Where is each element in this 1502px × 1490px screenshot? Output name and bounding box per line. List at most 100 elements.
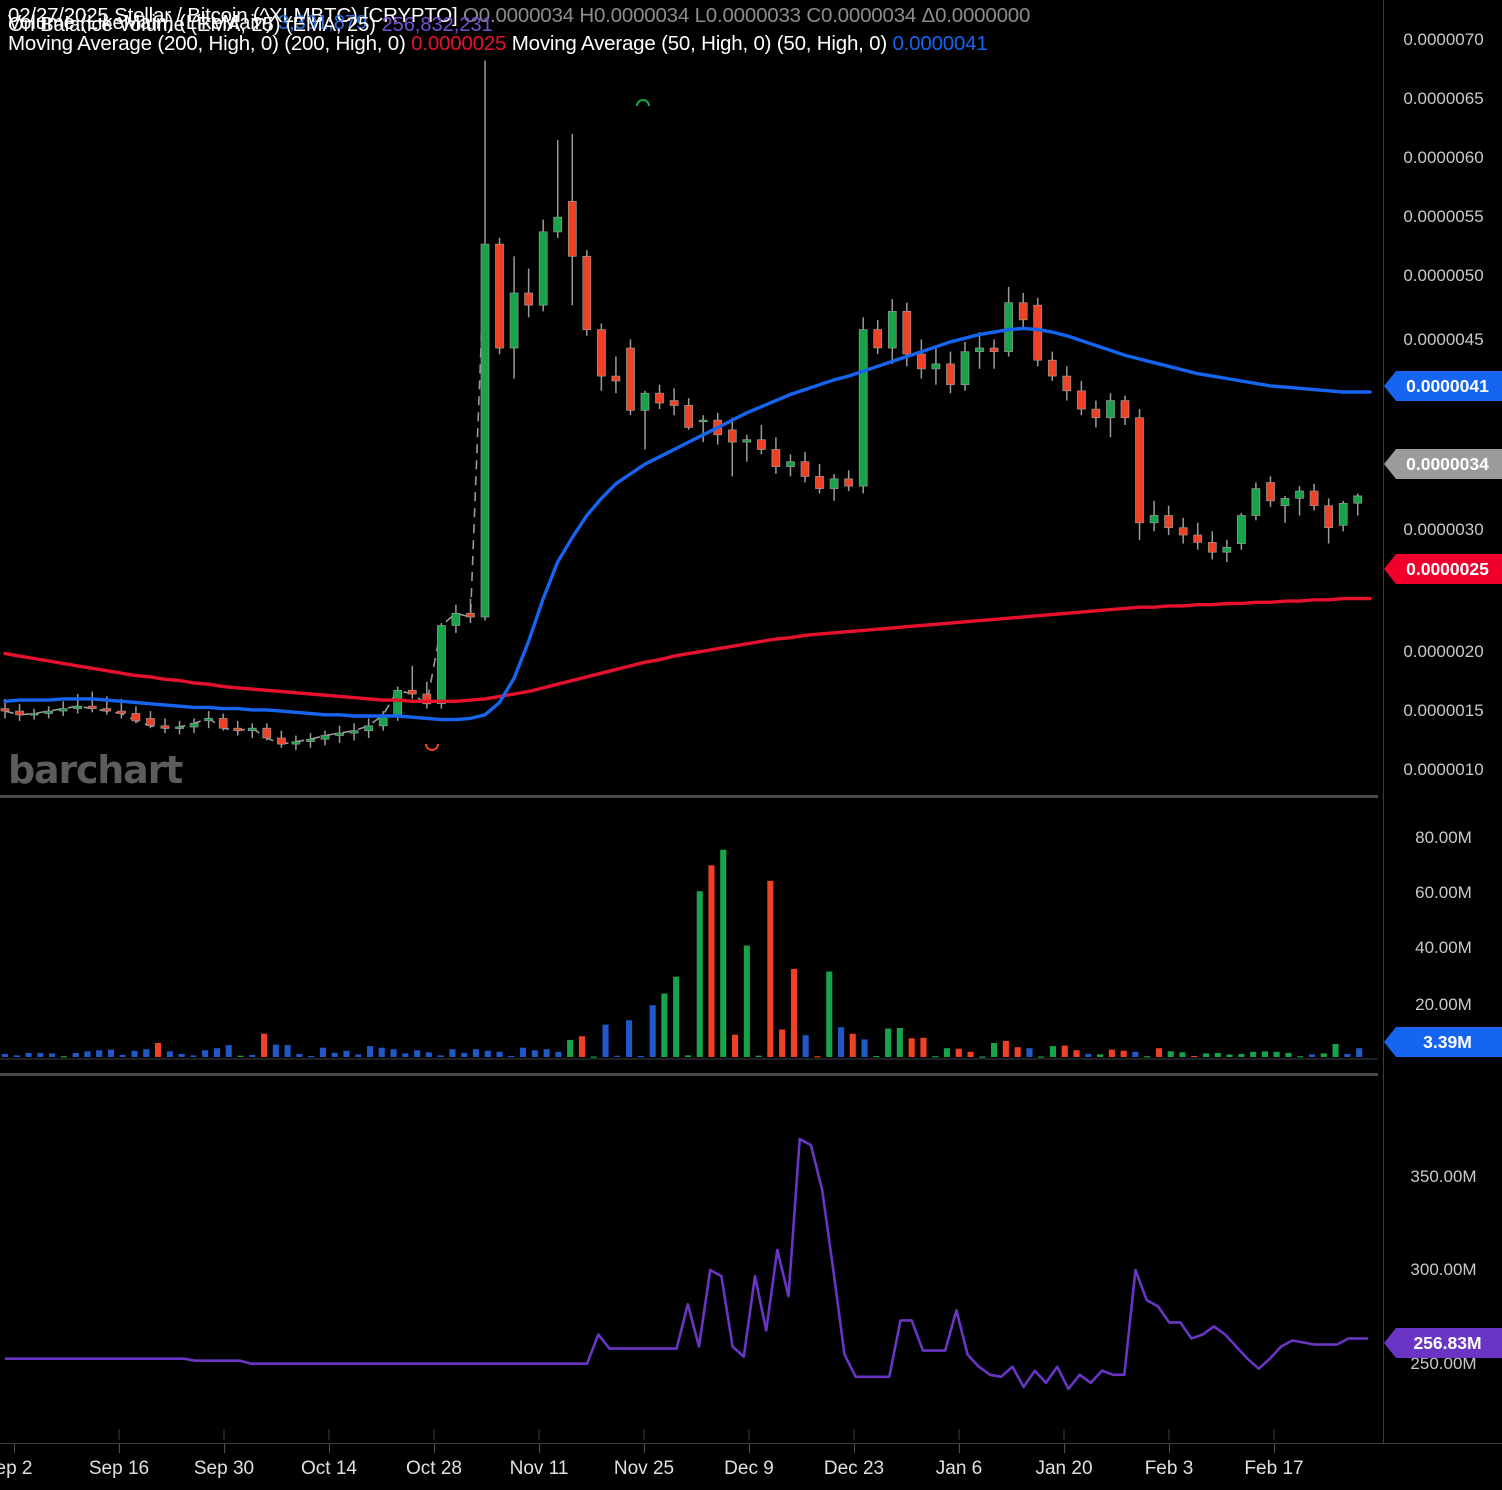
volume-panel[interactable] [0,799,1378,1073]
volume-bar[interactable] [743,945,750,1057]
volume-bar[interactable] [1038,1056,1045,1058]
volume-bar[interactable] [225,1045,232,1057]
volume-bar[interactable] [720,849,727,1057]
volume-bar[interactable] [555,1051,562,1057]
candlestick[interactable] [495,237,504,355]
volume-bar[interactable] [202,1050,209,1057]
volume-bar[interactable] [449,1049,456,1057]
volume-bar[interactable] [1191,1056,1198,1058]
volume-bar[interactable] [614,1055,621,1057]
candlestick[interactable] [73,693,83,714]
volume-bar[interactable] [1214,1052,1221,1057]
candlestick[interactable] [1280,495,1290,523]
candlestick[interactable] [727,417,737,477]
volume-bar[interactable] [661,993,668,1058]
volume-bar[interactable] [849,1033,856,1057]
volume-bar[interactable] [1226,1054,1233,1057]
volume-bar[interactable] [472,1049,479,1057]
candlestick[interactable] [175,720,184,735]
candlestick[interactable] [1047,351,1057,381]
candlestick[interactable] [15,703,24,721]
volume-bar[interactable] [543,1049,550,1057]
volume-bar[interactable] [520,1047,527,1057]
candlestick[interactable] [597,323,606,391]
candlestick[interactable] [887,299,897,364]
candlestick[interactable] [582,250,592,336]
volume-bar[interactable] [249,1054,256,1057]
volume-bar[interactable] [414,1050,421,1057]
candlestick[interactable] [1004,286,1013,357]
obv-panel[interactable] [0,1077,1378,1440]
volume-bar[interactable] [1238,1053,1245,1057]
candlestick[interactable] [1178,517,1188,544]
candlestick[interactable] [306,733,315,748]
volume-bar[interactable] [955,1048,962,1057]
volume-bar[interactable] [319,1047,326,1057]
volume-bar[interactable] [437,1055,444,1057]
volume-bar[interactable] [649,1005,656,1057]
volume-bar[interactable] [213,1048,220,1057]
volume-bar[interactable] [802,1035,809,1057]
volume-bar[interactable] [578,1036,585,1057]
candlestick[interactable] [407,665,417,699]
volume-bar[interactable] [1273,1051,1280,1057]
candlestick[interactable] [1077,380,1086,416]
volume-bar[interactable] [402,1053,409,1057]
volume-bar[interactable] [708,865,715,1057]
candlestick[interactable] [437,623,446,709]
candlestick[interactable] [349,723,359,741]
candlestick[interactable] [626,339,635,416]
volume-bar[interactable] [1285,1052,1292,1057]
volume-bar[interactable] [1344,1053,1351,1057]
candlestick[interactable] [320,730,330,746]
candlestick[interactable] [233,720,243,736]
volume-bar[interactable] [178,1053,185,1057]
candlestick[interactable] [1251,482,1261,521]
candlestick[interactable] [1062,366,1072,401]
volume-bar[interactable] [1356,1048,1363,1057]
candlestick[interactable] [931,347,941,385]
candlestick[interactable] [1338,500,1348,532]
candlestick[interactable] [291,735,301,751]
candlestick[interactable] [1353,493,1363,516]
volume-value-badge[interactable]: 3.39M [1384,1027,1502,1057]
volume-bar[interactable] [1203,1053,1210,1057]
volume-bar[interactable] [1179,1052,1186,1057]
candlestick[interactable] [1106,393,1115,438]
candlestick[interactable] [698,415,708,443]
volume-bar[interactable] [461,1052,468,1057]
candlestick[interactable] [146,711,155,729]
price-panel[interactable] [0,0,1378,797]
volume-bar[interactable] [1014,1047,1021,1057]
candlestick[interactable] [44,706,53,719]
volume-bar[interactable] [567,1039,574,1057]
volume-bar[interactable] [378,1047,385,1057]
volume-bar[interactable] [637,1056,644,1058]
volume-bar[interactable] [261,1033,268,1057]
volume-bar[interactable] [25,1052,32,1057]
volume-bar[interactable] [296,1053,303,1057]
volume-bar[interactable] [779,1029,786,1058]
volume-bar[interactable] [84,1051,91,1057]
volume-bar[interactable] [814,1056,821,1058]
volume-bar[interactable] [861,1039,868,1057]
volume-bar[interactable] [1155,1048,1162,1057]
volume-bar[interactable] [60,1056,67,1058]
volume-bar[interactable] [272,1044,279,1057]
candlestick[interactable] [335,725,344,743]
value-axis[interactable]: 0.0000070 0.0000065 0.0000060 0.0000055 0.00… [1383,0,1502,1443]
candlestick[interactable] [189,718,199,734]
candlestick[interactable] [771,437,781,474]
volume-bar[interactable] [1049,1046,1056,1057]
candlestick[interactable] [640,390,650,450]
candlestick[interactable] [1193,522,1203,550]
candlestick[interactable] [858,317,868,494]
candlestick[interactable] [975,332,984,369]
candlestick[interactable] [422,681,432,709]
volume-bar[interactable] [284,1045,291,1057]
candlestick[interactable] [87,691,97,713]
volume-bar[interactable] [367,1046,374,1057]
candlestick[interactable] [451,604,461,633]
volume-bar[interactable] [1332,1044,1339,1057]
volume-bar[interactable] [1073,1050,1080,1057]
